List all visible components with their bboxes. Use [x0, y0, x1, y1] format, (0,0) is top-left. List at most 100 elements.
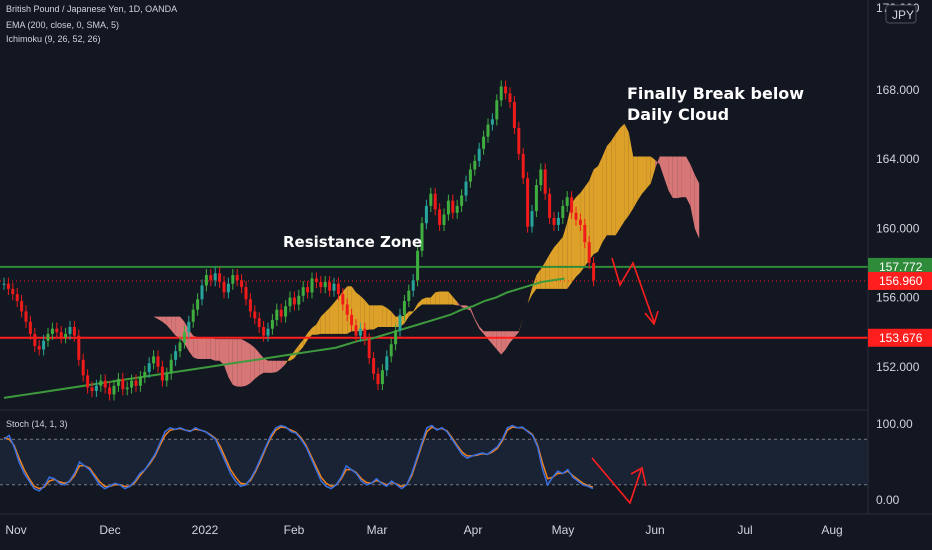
price-tag-label: 156.960	[879, 274, 923, 288]
cloud-segment	[620, 123, 625, 229]
candle-body	[398, 314, 402, 331]
cloud-segment	[334, 297, 339, 334]
candle-body	[394, 330, 398, 345]
price-tick-label: 164.000	[876, 152, 920, 166]
cloud-segment	[545, 254, 550, 289]
candle-body	[42, 340, 46, 350]
cloud-segment	[624, 123, 629, 222]
candle-body	[429, 193, 433, 206]
candle-body	[213, 273, 217, 281]
candle-body	[169, 359, 173, 374]
candle-body	[20, 301, 24, 312]
candle-body	[380, 370, 384, 385]
cloud-segment	[549, 247, 554, 289]
candle-body	[460, 195, 464, 206]
candle-body	[59, 332, 63, 338]
cloud-segment	[109, 283, 114, 287]
cloud-segment	[224, 339, 229, 378]
time-tick-label: Dec	[99, 523, 120, 537]
time-tick-label: Feb	[284, 523, 305, 537]
cloud-segment	[215, 339, 220, 361]
candle-body	[15, 294, 19, 302]
cloud-segment	[175, 316, 180, 339]
candle-body	[235, 275, 239, 281]
cloud-segment	[589, 169, 594, 261]
cloud-segment	[158, 316, 163, 322]
price-tag-box	[868, 257, 932, 276]
candle-body	[297, 295, 301, 305]
candle-body	[592, 262, 596, 281]
cloud-segment	[659, 156, 664, 178]
cloud-segment	[690, 164, 695, 229]
candle-body	[46, 333, 50, 341]
break-label-line2: Daily Cloud	[627, 105, 729, 124]
candle-body	[240, 280, 244, 288]
candle-body	[86, 375, 90, 388]
cloud-segment	[413, 303, 418, 313]
candle-body	[402, 301, 406, 315]
candle-body	[178, 342, 182, 352]
cloud-segment	[576, 192, 581, 277]
cloud-segment	[246, 341, 251, 386]
candle-body	[350, 314, 354, 326]
cloud-segment	[518, 317, 524, 333]
candle-body	[372, 358, 376, 374]
candle-body	[125, 387, 129, 390]
stochastic-panel: Stoch (14, 1, 3) 100.00 0.00	[0, 417, 913, 507]
time-tick-label: Nov	[5, 523, 26, 537]
cloud-segment	[452, 296, 458, 306]
candle-body	[103, 380, 107, 388]
cloud-segment	[197, 337, 202, 359]
candle-body	[112, 385, 116, 395]
candle-body	[477, 148, 481, 161]
cloud-segment	[580, 186, 585, 273]
currency-badge: JPY	[892, 8, 914, 22]
cloud-segment	[140, 314, 145, 317]
cloud-segment	[426, 297, 431, 305]
candle-body	[187, 321, 191, 333]
cloud-segment	[417, 299, 422, 308]
candle-body	[499, 86, 503, 101]
cloud-segment	[118, 288, 123, 293]
candle-body	[209, 275, 213, 281]
candle-body	[482, 136, 486, 149]
candle-body	[191, 309, 195, 322]
cloud-segment	[136, 308, 141, 315]
candle-body	[587, 242, 591, 263]
candle-body	[468, 169, 472, 182]
candle-body	[411, 280, 415, 291]
cloud-segment	[162, 316, 167, 326]
candle-body	[94, 385, 98, 391]
candle-body	[138, 377, 142, 386]
candle-body	[345, 304, 349, 315]
candle-body	[526, 178, 530, 227]
cloud-segment	[650, 156, 656, 184]
candle-body	[354, 325, 358, 336]
candle-body	[130, 380, 134, 388]
candle-body	[90, 387, 94, 391]
candle-body	[486, 124, 490, 137]
time-tick-label: May	[552, 523, 575, 537]
price-tick-label: 152.000	[876, 360, 920, 374]
candle-body	[165, 373, 169, 381]
cloud-segment	[382, 305, 387, 327]
cloud-segment	[527, 288, 532, 304]
candle-body	[517, 128, 521, 154]
cloud-segment	[664, 156, 669, 191]
cloud-segment	[356, 292, 361, 332]
candle-body	[328, 281, 332, 291]
cloud-segment	[672, 156, 678, 199]
candle-body	[319, 281, 323, 288]
candle-body	[28, 321, 32, 334]
candle-body	[504, 86, 508, 94]
cloud-segment	[166, 316, 172, 331]
ichimoku-cloud	[109, 123, 700, 387]
candle-body	[81, 359, 85, 376]
cloud-segment	[628, 132, 634, 216]
annotations: Resistance Zone Finally Break below Daily …	[283, 84, 804, 326]
cloud-segment	[677, 156, 682, 199]
candle-body	[222, 281, 226, 293]
cloud-segment	[219, 339, 224, 366]
candle-body	[266, 328, 270, 336]
